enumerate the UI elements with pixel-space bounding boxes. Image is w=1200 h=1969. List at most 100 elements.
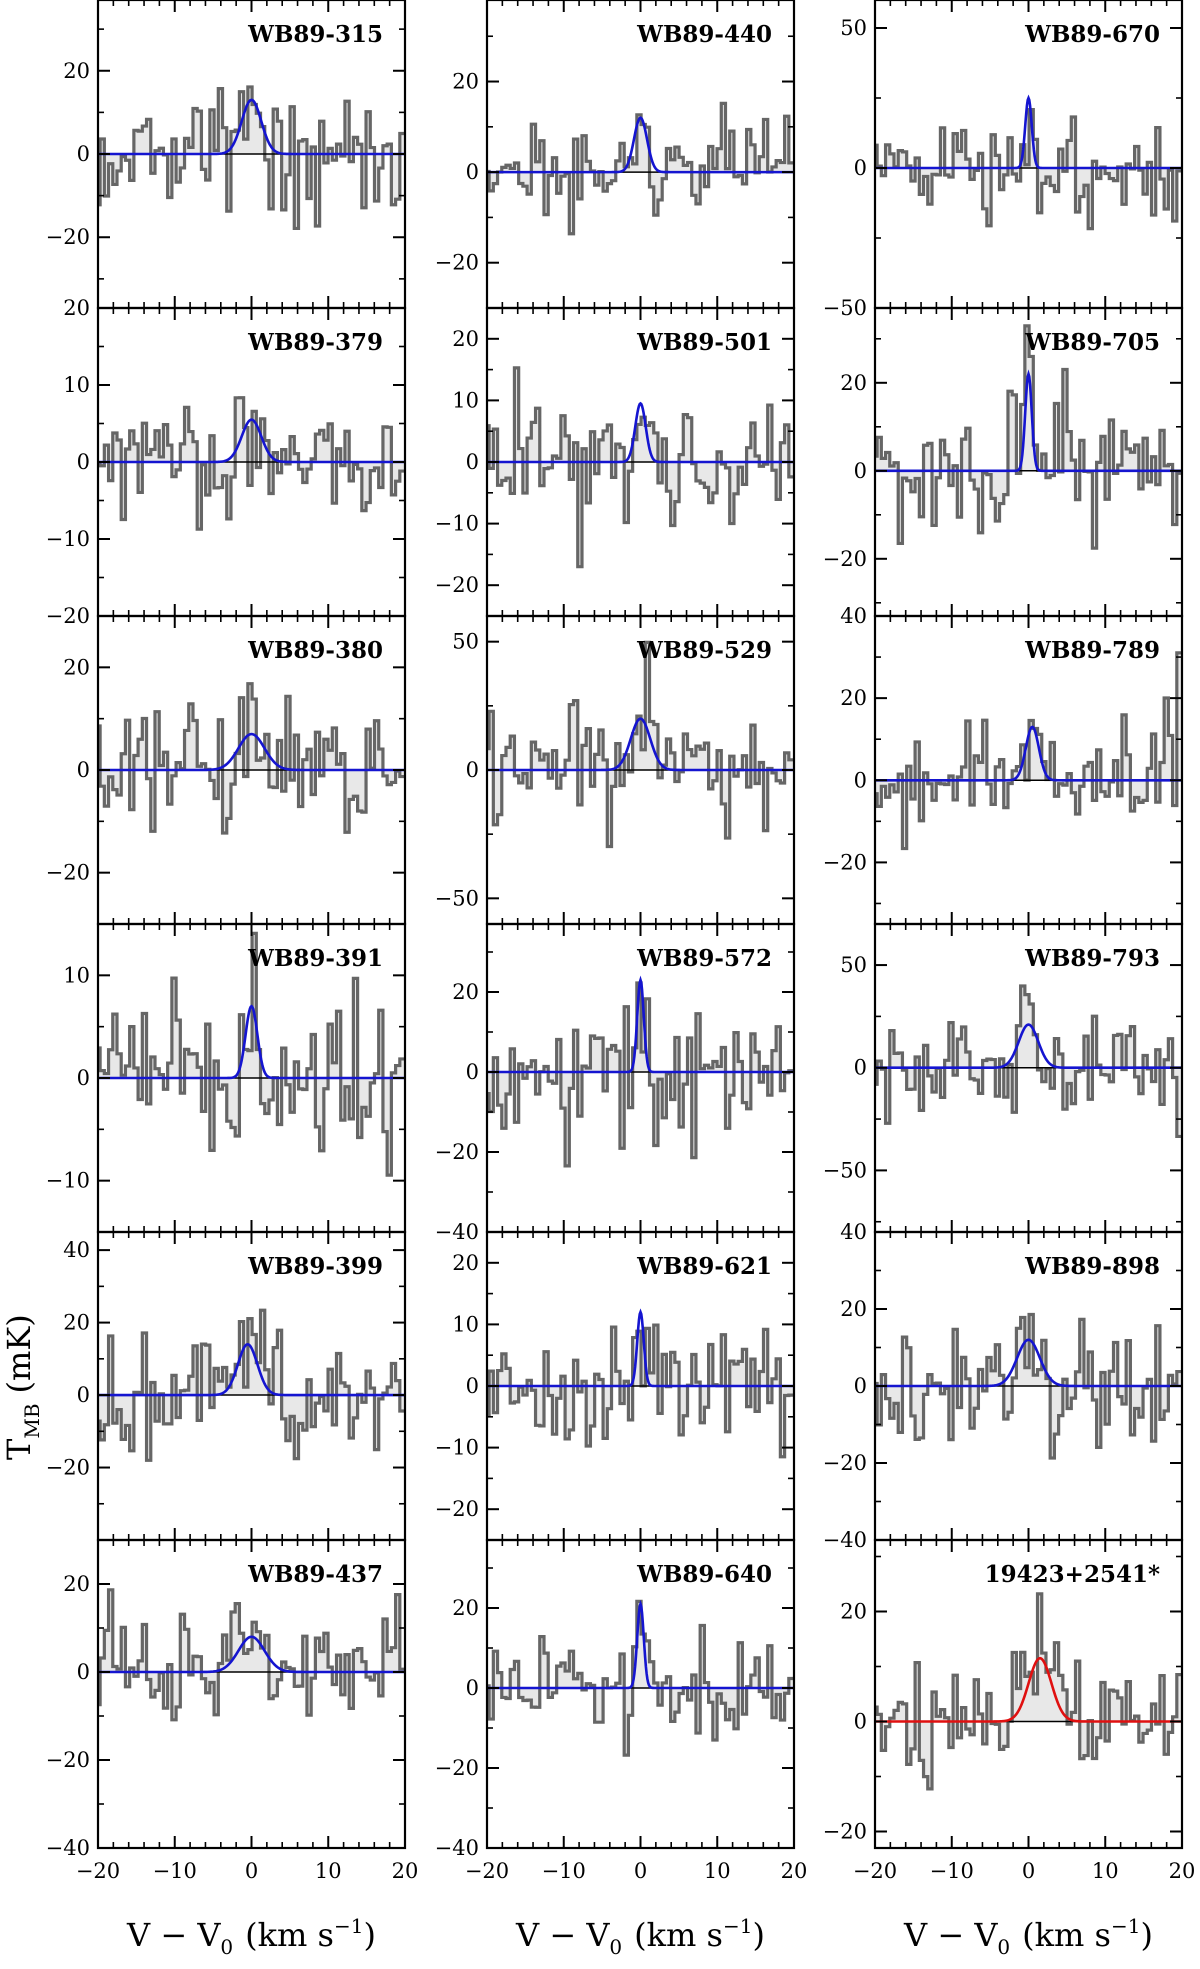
gaussian-fit — [98, 418, 405, 464]
x-tick-label: −20 — [853, 1859, 897, 1883]
x-tick-label: 0 — [634, 1859, 647, 1883]
y-tick-label: −10 — [435, 1436, 479, 1460]
spectrum-histogram — [875, 1312, 1182, 1460]
gaussian-fit — [875, 1023, 1182, 1070]
spectrum-panel-19423-2541-: −20 0 20 19423+2541* −20 −10 0 10 20 — [823, 1538, 1196, 1883]
panel-title: WB89-315 — [247, 21, 383, 48]
y-tick-label: −20 — [823, 850, 867, 874]
y-tick-label: −20 — [435, 1756, 479, 1780]
gaussian-fit — [98, 98, 405, 156]
y-tick-label: −20 — [823, 1451, 867, 1475]
y-tick-label: 40 — [840, 604, 867, 628]
spectrum-panel-wb89-529: −50 0 50 WB89-529 — [435, 614, 796, 926]
gaussian-fit — [875, 94, 1182, 170]
y-tick-label: −20 — [435, 1140, 479, 1164]
y-tick-label: 20 — [63, 296, 90, 320]
panel-title: WB89-793 — [1024, 945, 1160, 972]
spectrum-histogram — [875, 984, 1182, 1139]
x-tick-label: 20 — [781, 1859, 808, 1883]
panel-title: WB89-898 — [1024, 1253, 1160, 1280]
y-tick-label: 50 — [840, 953, 867, 977]
spectrum-histogram — [98, 1308, 405, 1462]
panel-title: WB89-437 — [247, 1561, 383, 1588]
y-tick-label: −20 — [435, 573, 479, 597]
spectrum-histogram — [875, 324, 1182, 550]
spectrum-fill — [487, 982, 794, 1166]
y-tick-label: 20 — [840, 1600, 867, 1624]
y-tick-label: 10 — [63, 963, 90, 987]
y-ticks: −40 −20 0 20 — [46, 1539, 405, 1860]
y-ticks: −20 0 20 — [435, 35, 794, 309]
spectrum-histogram — [875, 651, 1182, 851]
y-tick-label: −40 — [435, 1220, 479, 1244]
x-tick-label: 10 — [315, 1859, 342, 1883]
spectrum-panel-wb89-670: −50 0 50 WB89-670 — [823, 0, 1184, 320]
y-tick-label: 0 — [854, 1056, 867, 1080]
panel-title: WB89-705 — [1024, 329, 1160, 356]
gaussian-fit — [98, 732, 405, 772]
y-tick-label: 0 — [466, 160, 479, 184]
gaussian-fit — [875, 725, 1182, 782]
spectrum-fill — [98, 683, 405, 833]
panel-title: 19423+2541* — [985, 1561, 1160, 1588]
x-tick-label: 10 — [1092, 1859, 1119, 1883]
x-tick-label: 0 — [245, 1859, 258, 1883]
x-axis-labels: V − V0 (km s−1) V − V0 (km s−1) V − V0 (km s−… — [126, 1914, 1153, 1959]
panel-title: WB89-501 — [636, 329, 772, 356]
y-tick-label: −20 — [823, 1820, 867, 1844]
y-tick-label: 20 — [840, 1297, 867, 1321]
y-tick-label: 0 — [854, 1710, 867, 1734]
panel-title: WB89-529 — [636, 637, 772, 664]
spectrum-fill — [487, 1601, 794, 1756]
panels-grid: −20 0 20 WB89-315 −20 −10 0 10 20 WB89-379 −20 0 20 W… — [46, 0, 1196, 1883]
panel-title: WB89-440 — [636, 21, 772, 48]
y-tick-label: 0 — [466, 1374, 479, 1398]
panel-title: WB89-380 — [247, 637, 383, 664]
spectrum-panel-wb89-380: −20 0 20 WB89-380 — [46, 614, 407, 926]
gaussian-fit — [875, 1338, 1182, 1388]
y-tick-label: −50 — [823, 296, 867, 320]
y-tick-label: 0 — [854, 1374, 867, 1398]
y-tick-label: −50 — [435, 886, 479, 910]
y-tick-label: 10 — [452, 388, 479, 412]
x-ticks — [874, 308, 1183, 616]
spectrum-fill — [487, 103, 794, 234]
svg-text:TMB(mK): TMB(mK) — [0, 1314, 44, 1460]
y-tick-label: 20 — [452, 1251, 479, 1275]
y-tick-label: −20 — [46, 1456, 90, 1480]
y-tick-label: −40 — [46, 1836, 90, 1860]
y-ticks: −40 −20 0 20 — [435, 951, 794, 1244]
gaussian-fit — [487, 1599, 794, 1690]
y-tick-label: −10 — [435, 512, 479, 536]
y-tick-label: 0 — [77, 1066, 90, 1090]
y-tick-label: 50 — [452, 630, 479, 654]
gaussian-fit — [98, 1635, 405, 1674]
panel-title: WB89-670 — [1024, 21, 1160, 48]
y-tick-label: −50 — [823, 1158, 867, 1182]
x-tick-label: 20 — [392, 1859, 419, 1883]
y-ticks: −20 0 20 — [823, 1555, 1182, 1844]
spectrum-fill — [98, 1589, 405, 1720]
y-tick-label: 0 — [854, 459, 867, 483]
y-tick-label: 20 — [63, 1572, 90, 1596]
spectrum-histogram — [98, 396, 405, 531]
gaussian-fit — [487, 116, 794, 174]
y-ticks: −50 0 50 — [435, 630, 794, 910]
y-tick-label: −20 — [46, 225, 90, 249]
spectrum-panel-wb89-793: −50 0 50 WB89-793 — [823, 922, 1184, 1234]
y-ticks: −40 −20 0 20 — [435, 1567, 794, 1860]
spectrum-histogram — [98, 85, 405, 231]
y-tick-label: 40 — [840, 1220, 867, 1244]
x-tick-labels: −20 −10 0 10 20 — [76, 1859, 419, 1883]
y-ticks: −10 0 10 — [46, 923, 405, 1233]
y-tick-label: 10 — [452, 1312, 479, 1336]
x-tick-label: 20 — [1169, 1859, 1196, 1883]
x-ticks — [486, 0, 795, 308]
x-tick-labels: −20 −10 0 10 20 — [853, 1859, 1196, 1883]
x-tick-label: 10 — [704, 1859, 731, 1883]
spectrum-histogram — [487, 1599, 794, 1757]
y-axis-label: TMB(mK) — [0, 1314, 44, 1460]
gaussian-fit — [98, 1343, 405, 1397]
y-tick-label: −20 — [46, 604, 90, 628]
